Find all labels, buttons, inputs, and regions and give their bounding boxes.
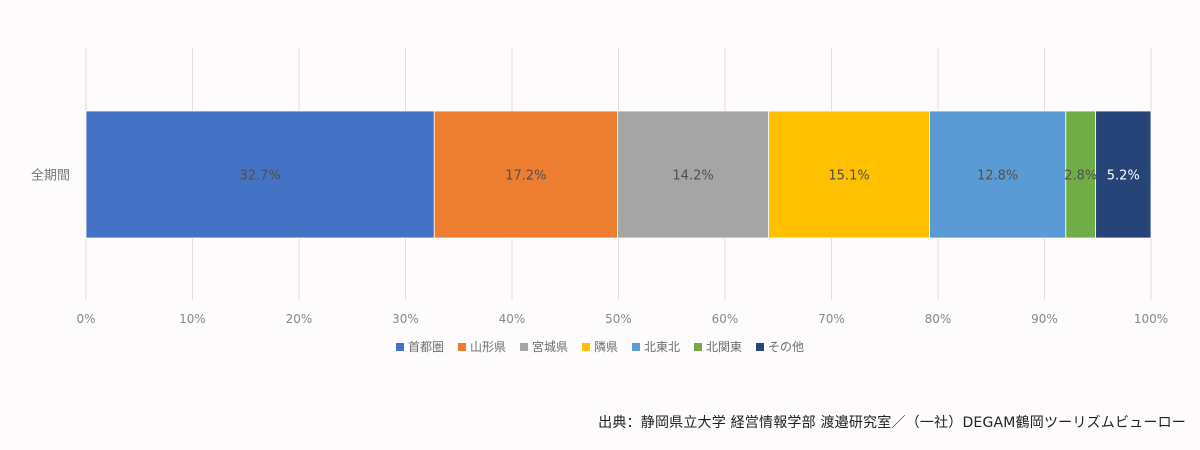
- x-tick-label: 40%: [499, 312, 526, 326]
- data-label: 32.7%: [239, 169, 280, 184]
- legend-swatch: [519, 342, 528, 351]
- x-tick-label: 50%: [605, 312, 632, 326]
- data-label: 5.2%: [1107, 169, 1140, 184]
- x-tick-label: 60%: [712, 312, 739, 326]
- legend-item: 山形県: [457, 338, 506, 355]
- x-tick-label: 80%: [925, 312, 952, 326]
- legend-swatch: [457, 342, 466, 351]
- bar-segment: [85, 110, 435, 239]
- legend-label: 首都圏: [407, 340, 444, 354]
- source-note: 出典：静岡県立大学 経営情報学部 渡邉研究室／（一社）DEGAM鶴岡ツーリズムビ…: [598, 415, 1186, 431]
- x-tick-label: 0%: [76, 312, 95, 326]
- legend-item: その他: [756, 338, 804, 355]
- bar-segment: [617, 110, 770, 239]
- x-tick-label: 70%: [818, 312, 845, 326]
- data-label: 17.2%: [505, 169, 546, 184]
- legend-swatch: [632, 342, 640, 351]
- x-tick-label: 100%: [1134, 312, 1168, 326]
- legend-label: 北東北: [644, 340, 681, 354]
- data-label: 2.8%: [1064, 169, 1097, 184]
- legend-swatch: [395, 342, 404, 351]
- data-label: 15.1%: [828, 169, 869, 184]
- bar-segment: [1065, 110, 1097, 239]
- x-tick-label: 10%: [179, 312, 206, 326]
- legend-swatch: [581, 342, 590, 351]
- x-tick-label: 30%: [392, 312, 419, 326]
- legend-item: 北関東: [694, 338, 742, 355]
- bar-segment: [768, 110, 930, 239]
- category-label: 全期間: [31, 168, 70, 184]
- bar-segment: [433, 110, 618, 239]
- legend-label: 宮城県: [531, 340, 568, 354]
- legend-label: その他: [768, 340, 805, 354]
- x-tick-label: 20%: [286, 312, 313, 326]
- data-label: 14.2%: [672, 169, 713, 184]
- legend-item: 隣県: [581, 338, 618, 355]
- x-tick-label: 90%: [1031, 312, 1058, 326]
- bar-segment: [929, 110, 1067, 239]
- legend: 首都圏 山形県 宮城県 隣県 北東北 北関東 その他: [0, 338, 1200, 355]
- legend-item: 首都圏: [395, 338, 444, 355]
- data-label: 12.8%: [977, 169, 1018, 184]
- stacked-bar-chart: 0% 10% 20% 30% 40% 50% 60% 70% 80% 90% 100% 全期間 32.7…: [31, 48, 1168, 326]
- legend-item: 北東北: [632, 338, 680, 355]
- legend-label: 隣県: [593, 340, 618, 354]
- legend-swatch: [756, 342, 765, 351]
- legend-swatch: [694, 342, 703, 351]
- legend-label: 北関東: [706, 340, 743, 354]
- bar-segment: [1095, 110, 1152, 239]
- legend-label: 山形県: [469, 340, 506, 354]
- legend-item: 宮城県: [519, 338, 568, 355]
